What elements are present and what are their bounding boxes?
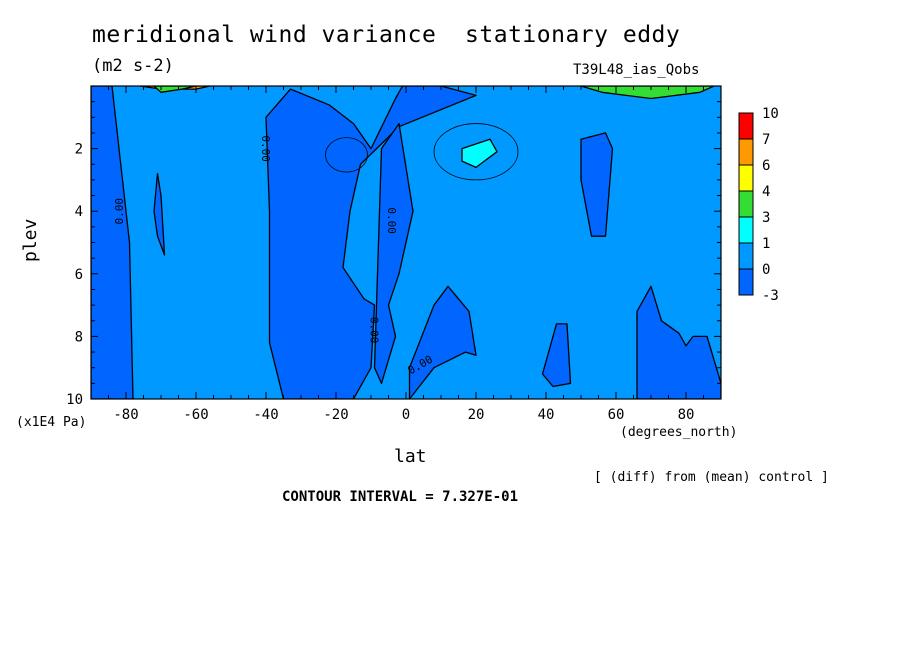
legend-label: 1 [762, 236, 770, 252]
x-tick-label: -60 [183, 407, 208, 423]
legend-label: 0 [762, 262, 770, 278]
contour-region [373, 122, 414, 384]
legend-swatch [738, 164, 754, 192]
legend-label: 10 [762, 106, 779, 122]
x-axis-units: (degrees_north) [620, 425, 738, 440]
y-tick-label: 4 [75, 204, 83, 220]
x-tick-label: 40 [538, 407, 555, 423]
contour-label: 0.00 [368, 317, 381, 344]
x-tick-label: -80 [113, 407, 138, 423]
contour-line [433, 123, 519, 181]
contour-region [265, 86, 477, 399]
contour-region [580, 132, 614, 237]
x-axis-label: lat [394, 446, 427, 467]
legend-label: 7 [762, 132, 770, 148]
contour-region [541, 323, 572, 388]
diff-note: [ (diff) from (mean) control ] [594, 470, 829, 485]
contour-region [153, 86, 197, 93]
x-tick-label: -20 [323, 407, 348, 423]
contour-regions [91, 86, 721, 399]
x-tick-label: 60 [608, 407, 625, 423]
contour-region [91, 86, 134, 399]
legend-label: 3 [762, 210, 770, 226]
run-id: T39L48_ias_Qobs [573, 62, 700, 78]
legend-swatch [738, 216, 754, 244]
chart-title: meridional wind variance stationary eddy [92, 22, 681, 48]
contour-region [153, 172, 166, 256]
legend-label: 6 [762, 158, 770, 174]
contour-label: 0.00 [385, 207, 398, 234]
contour-label: 0.00 [259, 135, 272, 162]
legend-swatch [738, 138, 754, 166]
x-tick-label: 0 [402, 407, 410, 423]
chart-units: (m2 s-2) [92, 56, 174, 76]
contour-region [408, 285, 477, 399]
y-tick-label: 6 [75, 267, 83, 283]
x-tick-label: -40 [253, 407, 278, 423]
x-tick-label: 80 [678, 407, 695, 423]
contour-line [325, 137, 368, 173]
legend-label: -3 [762, 288, 779, 304]
x-tick-label: 20 [468, 407, 485, 423]
contour-label: 0.00 [113, 198, 126, 225]
legend-swatch [738, 242, 754, 270]
contour-region [580, 86, 715, 100]
legend-label: 4 [762, 184, 770, 200]
legend-swatch [738, 190, 754, 218]
y-tick-label: 8 [75, 329, 83, 345]
y-tick-label: 2 [75, 142, 83, 158]
contour-interval: CONTOUR INTERVAL = 7.327E-01 [282, 489, 519, 505]
legend-swatch [738, 268, 754, 296]
contour-region [461, 138, 498, 169]
legend-swatch [738, 112, 754, 140]
y-tick-label: 10 [66, 392, 83, 408]
y-axis-units: (x1E4 Pa) [16, 415, 87, 430]
contour-region [636, 285, 721, 399]
